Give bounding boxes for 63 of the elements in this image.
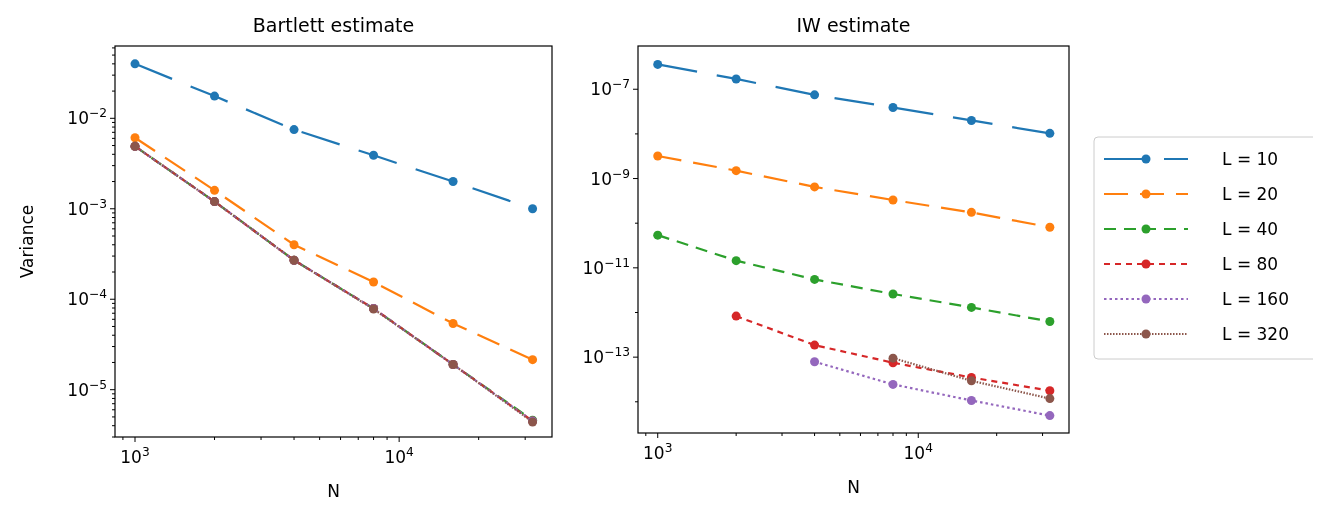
chart-title: IW estimate [796,14,911,36]
point [448,318,458,328]
point [528,355,538,365]
x-axis-title: N [847,477,860,497]
point [810,340,820,350]
point [1045,394,1055,404]
legend-label: L = 10 [1222,149,1279,169]
point [130,133,140,143]
y-tick-label: 10$^{−5}$ [67,377,107,400]
legend-label: L = 320 [1222,324,1289,344]
y-tick-label: 10$^{−2}$ [67,106,107,129]
x-tick-label: 10$^{4}$ [384,445,415,467]
point [448,177,458,187]
y-tick-label: 10$^{−7}$ [590,77,630,100]
point [966,302,976,312]
point [1045,222,1055,232]
legend-label: L = 40 [1222,219,1279,239]
point [289,240,299,250]
point [810,90,820,100]
point [888,379,898,389]
point [888,195,898,205]
point [210,185,220,195]
point [1045,386,1055,396]
point [1045,128,1055,138]
legend-label: L = 20 [1222,184,1279,204]
point [369,150,379,160]
point [888,103,898,112]
point [369,277,379,287]
legend-label: L = 160 [1222,289,1289,309]
point [731,311,741,321]
point [966,395,976,405]
point [1045,316,1055,326]
legend-label: L = 80 [1222,254,1279,274]
point [966,207,976,217]
point [653,59,663,69]
point [966,376,976,386]
y-axis-title: Variance [17,204,37,279]
point [731,256,741,266]
x-tick-label: 10$^{3}$ [643,441,673,463]
chart-title: Bartlett estimate [252,14,415,36]
point [888,353,898,363]
point [888,289,898,299]
point [653,230,663,240]
x-axis-title: N [327,481,340,501]
y-tick-label: 10$^{−9}$ [590,166,630,189]
point [731,166,741,176]
point [130,59,140,69]
point [731,74,741,84]
y-tick-label: 10$^{−13}$ [582,345,630,368]
y-tick-label: 10$^{−3}$ [67,196,107,219]
x-tick-label: 10$^{4}$ [903,441,934,463]
y-tick-label: 10$^{−11}$ [582,255,630,278]
point [810,182,820,192]
point [210,91,220,101]
point [1045,411,1055,421]
point [810,357,820,367]
x-tick-label: 10$^{3}$ [120,445,150,467]
point [966,115,976,125]
point [289,125,299,135]
y-tick-label: 10$^{−4}$ [67,287,108,310]
point [810,274,820,284]
point [653,151,663,161]
point [528,204,538,214]
